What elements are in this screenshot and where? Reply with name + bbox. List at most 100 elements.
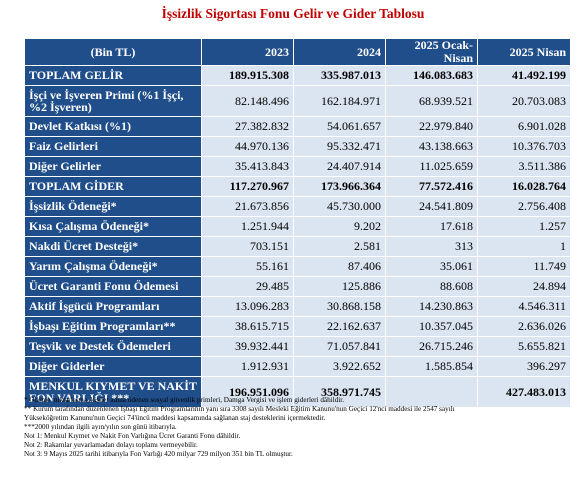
cell-v2025n: 24.894 (477, 276, 571, 297)
table-row: İşçi ve İşveren Primi (%1 İşçi, %2 İşver… (24, 85, 571, 117)
cell-v2025on: 24.541.809 (385, 196, 478, 217)
row-label: İşsizlik Ödeneği* (24, 196, 202, 217)
row-label: Teşvik ve Destek Ödemeleri (24, 336, 202, 357)
footnote-line: Not 3: 9 Mayıs 2025 tarihi itibarıyla Fo… (24, 450, 293, 458)
cell-v2023: 55.161 (201, 256, 294, 277)
row-label: TOPLAM GELİR (24, 65, 202, 86)
income-expense-table: (Bin TL) 2023 2024 2025 Ocak-Nisan 2025 … (24, 38, 571, 408)
cell-v2024: 95.332.471 (293, 136, 386, 157)
cell-v2025n: 427.483.013 (477, 376, 571, 408)
cell-v2023: 117.270.967 (201, 176, 294, 197)
row-label: Faiz Gelirleri (24, 136, 202, 157)
row-label: Kısa Çalışma Ödeneği* (24, 216, 202, 237)
header-2024: 2024 (293, 38, 386, 66)
cell-v2025n: 16.028.764 (477, 176, 571, 197)
row-label: Diğer Gelirler (24, 156, 202, 177)
cell-v2025on: 26.715.246 (385, 336, 478, 357)
cell-v2023: 196.951.096 (201, 376, 294, 408)
cell-v2024: 358.971.745 (293, 376, 386, 408)
table-row: İşsizlik Ödeneği* 21.673.856 45.730.000 24.… (24, 196, 571, 217)
row-label: İşçi ve İşveren Primi (%1 İşçi, %2 İşver… (24, 85, 202, 117)
cell-v2023: 35.413.843 (201, 156, 294, 177)
cell-v2024: 71.057.841 (293, 336, 386, 357)
cell-v2023: 703.151 (201, 236, 294, 257)
cell-v2024: 162.184.971 (293, 85, 386, 117)
row-label: MENKUL KIYMET VE NAKİT FON VARLIĞI *** (24, 376, 202, 408)
cell-v2023: 38.615.715 (201, 316, 294, 337)
cell-v2023: 82.148.496 (201, 85, 294, 117)
cell-v2024: 125.886 (293, 276, 386, 297)
cell-v2025n: 3.511.386 (477, 156, 571, 177)
cell-v2025on: 77.572.416 (385, 176, 478, 197)
cell-v2024: 87.406 (293, 256, 386, 277)
row-label: TOPLAM GİDER (24, 176, 202, 197)
row-label: Ücret Garanti Fonu Ödemesi (24, 276, 202, 297)
cell-v2025n: 11.749 (477, 256, 571, 277)
cell-v2025on: 10.357.045 (385, 316, 478, 337)
table-row: Kısa Çalışma Ödeneği* 1.251.944 9.202 17.61… (24, 216, 571, 237)
cell-v2023: 13.096.283 (201, 296, 294, 317)
cell-v2024: 3.922.652 (293, 356, 386, 377)
cell-v2023: 21.673.856 (201, 196, 294, 217)
cell-v2023: 39.932.441 (201, 336, 294, 357)
table-row: Aktif İşgücü Programları 13.096.283 30.868… (24, 296, 571, 317)
header-unit: (Bin TL) (24, 38, 202, 66)
table-row: Diğer Gelirler 35.413.843 24.407.914 11.025… (24, 156, 571, 177)
table-row: MENKUL KIYMET VE NAKİT FON VARLIĞI *** 19… (24, 376, 571, 408)
cell-v2024: 22.162.637 (293, 316, 386, 337)
table-row: Yarım Çalışma Ödeneği* 55.161 87.406 35.061… (24, 256, 571, 277)
table-row: Ücret Garanti Fonu Ödemesi 29.485 125.886 8… (24, 276, 571, 297)
table-row: TOPLAM GİDER 117.270.967 173.966.364 77.572… (24, 176, 571, 197)
header-2025-apr: 2025 Nisan (477, 38, 571, 66)
cell-v2025n: 396.297 (477, 356, 571, 377)
table-row: TOPLAM GELİR 189.915.308 335.987.013 146.08… (24, 65, 571, 86)
cell-v2025n: 2.636.026 (477, 316, 571, 337)
cell-v2024: 24.407.914 (293, 156, 386, 177)
cell-v2024: 2.581 (293, 236, 386, 257)
footnotes: * Ödeme miktarlarına, kişiler adına öden… (24, 396, 570, 459)
cell-v2025on: 43.138.663 (385, 136, 478, 157)
footnote-line: Not 2: Rakamlar yuvarlamadan dolayı topl… (24, 441, 198, 449)
footnote-line: ***2000 yılından ilgili ayın/yılın son g… (24, 423, 177, 431)
cell-v2024: 335.987.013 (293, 65, 386, 86)
table-row: Teşvik ve Destek Ödemeleri 39.932.441 71.0… (24, 336, 571, 357)
cell-v2025on: 146.083.683 (385, 65, 478, 86)
cell-v2024: 54.061.657 (293, 116, 386, 137)
cell-v2024: 30.868.158 (293, 296, 386, 317)
cell-v2025on: 22.979.840 (385, 116, 478, 137)
table-row: Nakdi Ücret Desteği* 703.151 2.581 313 1 (24, 236, 571, 257)
cell-v2025on: 11.025.659 (385, 156, 478, 177)
footnote-line: ** Kurum tarafından düzenlenen İşbaşı Eğ… (24, 405, 455, 413)
cell-v2025on: 17.618 (385, 216, 478, 237)
header-2023: 2023 (201, 38, 294, 66)
cell-v2024: 173.966.364 (293, 176, 386, 197)
cell-v2025on (385, 376, 478, 408)
footnote-line: * Ödeme miktarlarına, kişiler adına öden… (24, 396, 345, 404)
table-row: Diğer Giderler 1.912.931 3.922.652 1.585.85… (24, 356, 571, 377)
header-2025-jan-apr: 2025 Ocak-Nisan (385, 38, 478, 66)
cell-v2025on: 35.061 (385, 256, 478, 277)
cell-v2025n: 20.703.083 (477, 85, 571, 117)
row-label: İşbaşı Eğitim Programları** (24, 316, 202, 337)
table-body: TOPLAM GELİR 189.915.308 335.987.013 146.08… (24, 65, 571, 408)
cell-v2025n: 2.756.408 (477, 196, 571, 217)
cell-v2025on: 1.585.854 (385, 356, 478, 377)
row-label: Nakdi Ücret Desteği* (24, 236, 202, 257)
page-title: İşsizlik Sigortası Fonu Gelir ve Gider T… (161, 6, 425, 21)
table-row: Devlet Katkısı (%1) 27.382.832 54.061.657 2… (24, 116, 571, 137)
cell-v2023: 44.970.136 (201, 136, 294, 157)
cell-v2025n: 41.492.199 (477, 65, 571, 86)
cell-v2025n: 1 (477, 236, 571, 257)
cell-v2025on: 88.608 (385, 276, 478, 297)
cell-v2025n: 10.376.703 (477, 136, 571, 157)
table-row: İşbaşı Eğitim Programları** 38.615.715 22.… (24, 316, 571, 337)
table-row: Faiz Gelirleri 44.970.136 95.332.471 43.138… (24, 136, 571, 157)
cell-v2025n: 4.546.311 (477, 296, 571, 317)
cell-v2025on: 14.230.863 (385, 296, 478, 317)
row-label: Devlet Katkısı (%1) (24, 116, 202, 137)
cell-v2024: 9.202 (293, 216, 386, 237)
footnote-line: Not 1: Menkul Kıymet ve Nakit Fon Varlığ… (24, 432, 241, 440)
footnote-line: Yükseköğretim Kanunu'nun Geçici 74'üncü … (24, 414, 326, 422)
cell-v2024: 45.730.000 (293, 196, 386, 217)
cell-v2025n: 1.257 (477, 216, 571, 237)
